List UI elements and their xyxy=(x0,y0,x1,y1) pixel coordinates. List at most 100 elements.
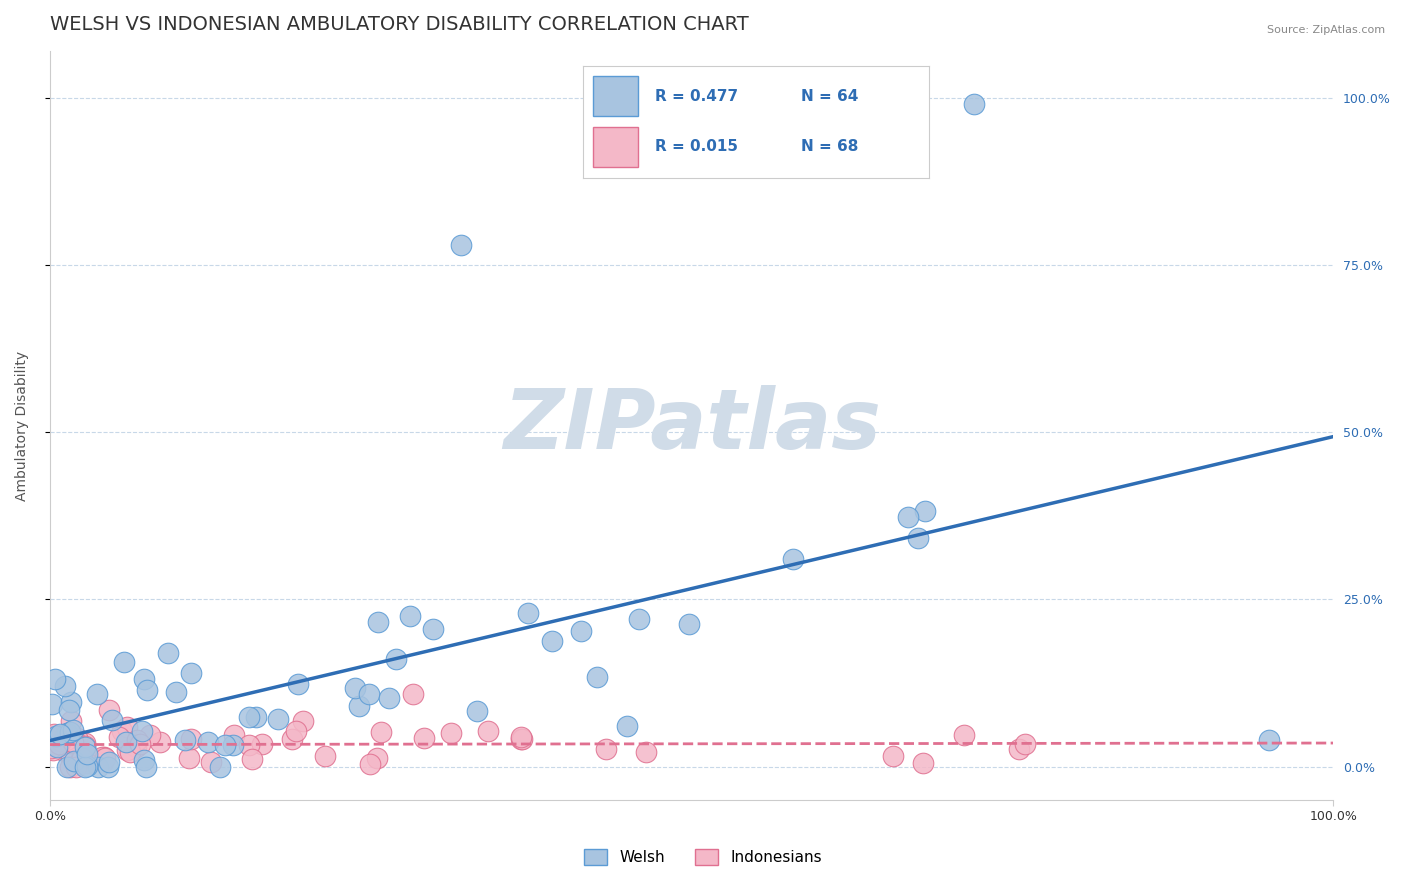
Point xyxy=(42,726,65,740)
Point xyxy=(112,655,135,669)
Point xyxy=(208,759,231,773)
Point xyxy=(174,732,197,747)
Point xyxy=(134,753,156,767)
Point xyxy=(422,622,444,636)
Point xyxy=(41,698,63,712)
Point xyxy=(70,751,93,765)
Point xyxy=(51,743,73,757)
Point xyxy=(627,612,650,626)
Text: WELSH VS INDONESIAN AMBULATORY DISABILITY CORRELATION CHART: WELSH VS INDONESIAN AMBULATORY DISABILIT… xyxy=(49,15,748,34)
Point xyxy=(111,723,134,738)
Text: ZIPatlas: ZIPatlas xyxy=(503,385,880,466)
Point xyxy=(401,688,423,702)
Point xyxy=(136,682,159,697)
Point xyxy=(963,97,986,112)
Point xyxy=(135,759,157,773)
Point xyxy=(86,687,108,701)
Point xyxy=(115,735,138,749)
Point xyxy=(51,734,73,748)
Point xyxy=(440,726,463,740)
Point xyxy=(359,757,381,772)
Point xyxy=(911,756,934,771)
Point xyxy=(197,735,219,749)
Point xyxy=(93,750,115,764)
Point xyxy=(347,699,370,714)
Point xyxy=(94,751,117,765)
Point xyxy=(510,730,533,744)
Point xyxy=(101,713,124,727)
Point xyxy=(238,709,260,723)
Point xyxy=(42,729,65,743)
Point xyxy=(125,740,148,755)
Point xyxy=(370,725,392,739)
Point xyxy=(165,684,187,698)
Point xyxy=(107,730,129,744)
Point xyxy=(59,714,82,728)
Point xyxy=(149,735,172,749)
Point xyxy=(512,731,534,746)
Point xyxy=(45,730,67,744)
Point xyxy=(267,712,290,726)
Point xyxy=(366,751,388,765)
Point xyxy=(281,731,304,746)
Point xyxy=(49,727,72,741)
Point xyxy=(97,703,120,717)
Point xyxy=(131,723,153,738)
Text: Source: ZipAtlas.com: Source: ZipAtlas.com xyxy=(1267,25,1385,35)
Point xyxy=(284,723,307,738)
Point xyxy=(897,510,920,524)
Point xyxy=(586,670,609,684)
Point xyxy=(63,755,86,769)
Point xyxy=(367,615,389,630)
Point xyxy=(222,728,245,742)
Point xyxy=(75,740,97,755)
Point xyxy=(569,624,592,638)
Point xyxy=(73,735,96,749)
Point xyxy=(907,531,929,545)
Point xyxy=(75,739,97,754)
Point xyxy=(59,736,82,750)
Point xyxy=(314,748,336,763)
Point xyxy=(75,759,97,773)
Point xyxy=(91,756,114,770)
Point xyxy=(46,731,69,746)
Point xyxy=(245,710,267,724)
Point xyxy=(180,666,202,681)
Point xyxy=(177,751,200,765)
Point xyxy=(76,747,98,761)
Point xyxy=(952,728,974,742)
Point xyxy=(1014,737,1036,751)
Point xyxy=(65,759,87,773)
Legend: Welsh, Indonesians: Welsh, Indonesians xyxy=(578,843,828,871)
Point xyxy=(180,732,202,747)
Point xyxy=(450,237,472,252)
Point xyxy=(44,672,66,686)
Point xyxy=(97,759,120,773)
Point xyxy=(60,750,83,764)
Point xyxy=(238,739,260,753)
Point xyxy=(252,737,274,751)
Point xyxy=(115,720,138,734)
Point xyxy=(69,754,91,768)
Point xyxy=(53,728,76,742)
Point xyxy=(60,733,83,747)
Point xyxy=(595,742,617,756)
Point xyxy=(76,759,98,773)
Point xyxy=(882,748,904,763)
Point xyxy=(90,749,112,764)
Point xyxy=(636,745,658,759)
Point xyxy=(98,755,121,769)
Point xyxy=(129,737,152,751)
Point xyxy=(214,739,236,753)
Point xyxy=(56,725,79,739)
Point xyxy=(63,734,86,748)
Point xyxy=(65,753,87,767)
Point xyxy=(377,690,399,705)
Point xyxy=(291,714,314,729)
Point xyxy=(58,703,80,717)
Point xyxy=(357,687,380,701)
Point xyxy=(616,719,638,733)
Point xyxy=(782,552,804,566)
Point xyxy=(42,742,65,756)
Point xyxy=(56,759,79,773)
